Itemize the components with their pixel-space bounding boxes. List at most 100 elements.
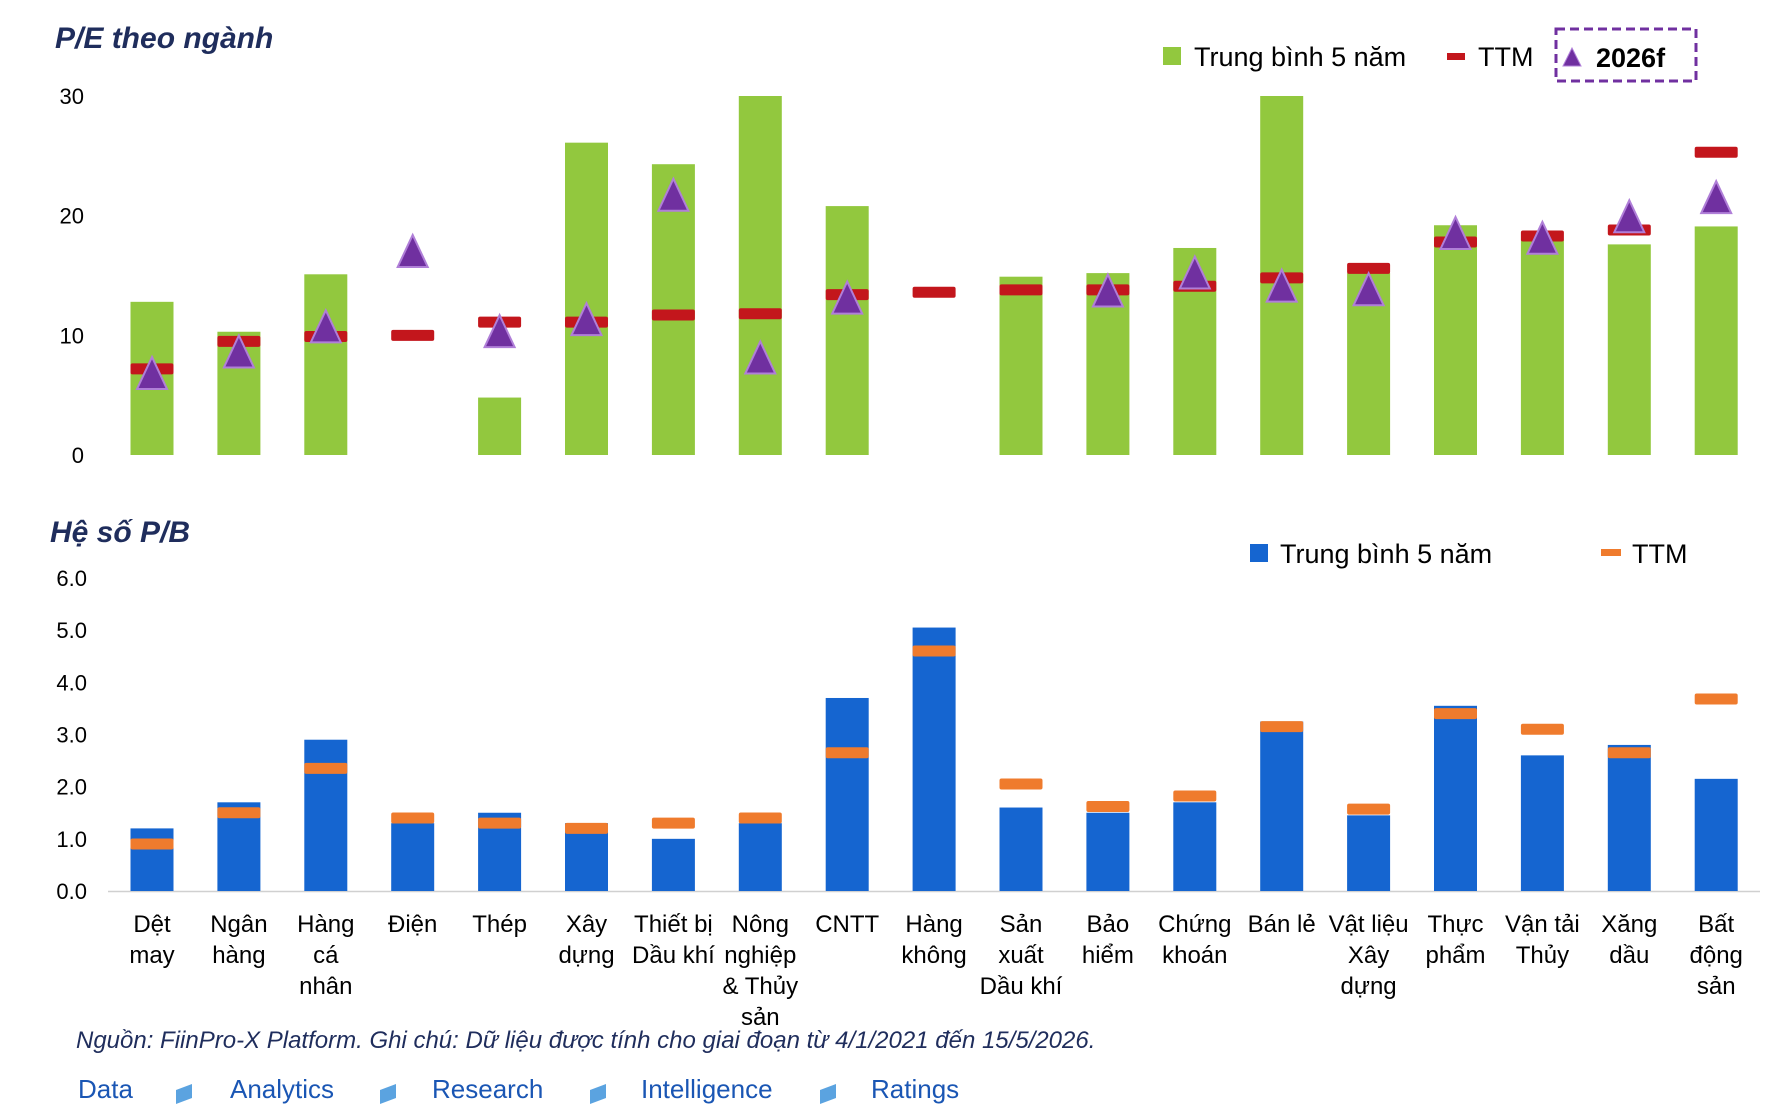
pb-ttm-marker	[1260, 721, 1304, 733]
pe-2026f-marker	[222, 333, 256, 369]
category-label-line: Dầu khí	[632, 942, 715, 969]
category-label-line: nghiệp	[724, 942, 796, 969]
category-label-line: Vận tải	[1505, 911, 1580, 938]
pb-y-tick-label: 4.0	[56, 670, 87, 695]
pe-ttm-marker	[1694, 146, 1738, 158]
pe-ttm-marker	[1347, 262, 1391, 274]
pe-2026f-marker	[1091, 272, 1125, 308]
pb-ttm-marker	[1607, 747, 1651, 759]
category-label-line: Vật liệu	[1329, 911, 1409, 938]
category-label: Bán lẻ	[1248, 911, 1316, 938]
pb-bar-5yr-avg	[1260, 721, 1304, 891]
category-label: Thực phẩm	[1425, 911, 1485, 969]
pe-2026f-marker	[1265, 267, 1299, 303]
pe-ttm-marker	[912, 286, 956, 298]
pb-ttm-marker	[1520, 723, 1564, 735]
pb-ttm-marker	[565, 822, 608, 834]
pb-ttm-marker	[1086, 800, 1130, 812]
footer-item: Ratings	[871, 1074, 959, 1104]
pe-bar-5yr-avg	[738, 96, 782, 455]
pb-bar-5yr-avg	[1607, 744, 1651, 891]
category-label-line: Bảo	[1087, 911, 1130, 938]
category-label-line: Xăng	[1601, 911, 1657, 938]
pb-bar-5yr-avg	[1434, 705, 1477, 891]
pb-bar-5yr-avg	[1086, 812, 1130, 891]
pe-2026f-marker	[309, 307, 343, 344]
category-label-line: Sản	[1000, 911, 1043, 938]
pb-ttm-marker	[651, 817, 695, 829]
pe-bar-5yr-avg	[478, 397, 522, 455]
pb-ttm-marker	[391, 812, 435, 824]
pe-2026f-marker	[1178, 254, 1212, 290]
footer-item: Intelligence	[641, 1074, 773, 1104]
pb-ttm-marker	[1347, 803, 1391, 815]
category-label-line: CNTT	[815, 911, 879, 938]
category-label-line: không	[901, 942, 966, 969]
pb-ttm-marker	[999, 778, 1043, 790]
pe-2026f-marker	[1612, 197, 1646, 234]
category-label: Hàng cá nhân	[297, 911, 354, 1000]
category-label-line: sản	[1697, 973, 1736, 1000]
pe-legend-label-2026f: 2026f	[1596, 43, 1666, 73]
category-label-line: dựng	[1341, 973, 1397, 1000]
category-label-line: nhân	[299, 973, 352, 1000]
category-label-line: Bán lẻ	[1248, 911, 1316, 938]
pb-ttm-marker	[825, 747, 869, 759]
category-label-line: dựng	[558, 942, 614, 969]
category-label: Điện	[388, 911, 437, 938]
pe-y-tick-label: 20	[60, 204, 84, 229]
category-label: Xăng dầu	[1601, 911, 1657, 969]
pe-2026f-marker	[135, 354, 169, 391]
category-label-line: Thủy	[1516, 942, 1569, 969]
pb-y-tick-label: 0.0	[56, 879, 87, 904]
category-label-line: động	[1690, 942, 1743, 969]
category-label-line: dầu	[1609, 942, 1649, 969]
pe-legend-label-ttm: TTM	[1478, 42, 1533, 72]
pb-bar-5yr-avg	[565, 823, 608, 891]
pe-bar-5yr-avg	[999, 276, 1043, 455]
category-label: Thiết bị Dầu khí	[632, 911, 715, 969]
pb-ttm-marker	[912, 645, 956, 657]
pe-2026f-marker	[1352, 270, 1386, 307]
pe-legend-swatch-ttm	[1447, 53, 1465, 60]
category-label-line: Hàng	[905, 911, 962, 938]
pe-bar-5yr-avg	[1607, 244, 1651, 455]
pe-legend-swatch-avg	[1163, 47, 1181, 65]
category-label: Vận tải Thủy	[1505, 911, 1580, 969]
category-label: Bất động sản	[1690, 911, 1743, 1000]
pb-bar-5yr-avg	[304, 739, 348, 891]
category-label-line: Thép	[472, 911, 527, 938]
pe-ttm-marker	[999, 284, 1043, 296]
footer-item: Data	[78, 1074, 133, 1104]
category-label-line: Thực	[1427, 911, 1483, 938]
pe-2026f-marker	[483, 312, 517, 349]
category-label: Xây dựng	[558, 911, 614, 969]
footer-separator-icon	[176, 1084, 192, 1104]
category-label-line: xuất	[998, 942, 1044, 969]
category-label-line: Dầu khí	[980, 973, 1063, 1000]
pb-bar-5yr-avg	[1347, 815, 1391, 891]
pb-bar-5yr-avg	[391, 823, 435, 891]
pe-2026f-marker	[656, 176, 690, 212]
pb-bar-5yr-avg	[1520, 755, 1564, 891]
pe-legend-swatch-2026f	[1562, 46, 1582, 67]
category-label-line: Hàng	[297, 911, 354, 938]
footer-separator-icon	[380, 1084, 396, 1104]
pb-bar-5yr-avg	[130, 828, 174, 891]
pb-ttm-marker	[1694, 693, 1738, 705]
pe-y-tick-label: 0	[72, 443, 84, 468]
category-label: Sản xuất Dầu khí	[980, 911, 1063, 1000]
pb-y-tick-label: 2.0	[56, 775, 87, 800]
category-label-line: hàng	[212, 942, 265, 969]
pb-ttm-marker	[738, 812, 782, 824]
pe-2026f-marker	[1699, 178, 1733, 215]
category-label: Ngân hàng	[210, 911, 267, 969]
source-note: Nguồn: FiinPro-X Platform. Ghi chú: Dữ l…	[76, 1027, 1095, 1054]
pe-legend-forecast-box	[1554, 27, 1698, 83]
category-label: Vật liệu Xây dựng	[1329, 911, 1409, 1000]
pb-ttm-marker	[217, 807, 261, 819]
category-label: Bảo hiểm	[1082, 911, 1134, 969]
pb-bar-5yr-avg	[825, 697, 869, 891]
pb-legend-swatch-ttm	[1601, 549, 1621, 556]
category-label-line: Dệt	[133, 911, 171, 938]
